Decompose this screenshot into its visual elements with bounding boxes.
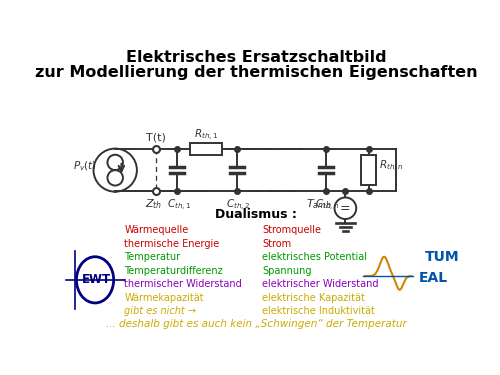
Text: $P_v(t)$: $P_v(t)$ (74, 159, 98, 173)
Text: thermische Energie: thermische Energie (124, 238, 220, 249)
Text: Strom: Strom (262, 238, 292, 249)
Text: $C_{th,2}$: $C_{th,2}$ (226, 198, 250, 213)
Text: elektrische Kapazität: elektrische Kapazität (262, 292, 366, 303)
Text: TUM: TUM (425, 250, 460, 264)
Text: Wärmekapazität: Wärmekapazität (124, 292, 204, 303)
Bar (190, 143, 222, 155)
Text: elektrisches Potential: elektrisches Potential (262, 252, 368, 262)
Text: $Z_{th}$: $Z_{th}$ (146, 198, 162, 211)
Text: =: = (340, 202, 350, 215)
Text: $T_{amb}$: $T_{amb}$ (306, 198, 332, 211)
Text: Elektrisches Ersatzschaltbild: Elektrisches Ersatzschaltbild (126, 50, 386, 65)
Text: elektrische Induktivität: elektrische Induktivität (262, 306, 376, 316)
Text: thermischer Widerstand: thermischer Widerstand (124, 279, 242, 289)
Text: $R_{th,1}$: $R_{th,1}$ (194, 128, 218, 143)
Text: EAL: EAL (419, 271, 448, 285)
Text: $R_{th,n}$: $R_{th,n}$ (380, 159, 404, 174)
Text: $C_{th,n}$: $C_{th,n}$ (316, 198, 340, 213)
Text: Temperatur: Temperatur (124, 252, 180, 262)
Text: Temperaturdifferenz: Temperaturdifferenz (124, 266, 223, 276)
Text: zur Modellierung der thermischen Eigenschaften: zur Modellierung der thermischen Eigensc… (35, 65, 478, 80)
Text: $C_{th,1}$: $C_{th,1}$ (166, 198, 191, 213)
Text: EWT: EWT (82, 273, 111, 286)
Bar (361, 156, 376, 185)
Text: ... deshalb gibt es auch kein „Schwingen“ der Temperatur: ... deshalb gibt es auch kein „Schwingen… (106, 319, 406, 329)
Text: Stromquelle: Stromquelle (262, 225, 322, 235)
Text: elektrischer Widerstand: elektrischer Widerstand (262, 279, 379, 289)
Text: gibt es nicht →: gibt es nicht → (124, 306, 196, 316)
Text: Wärmequelle: Wärmequelle (124, 225, 189, 235)
Text: T(t): T(t) (146, 133, 166, 143)
Text: Spannung: Spannung (262, 266, 312, 276)
Text: Dualismus :: Dualismus : (216, 208, 297, 221)
